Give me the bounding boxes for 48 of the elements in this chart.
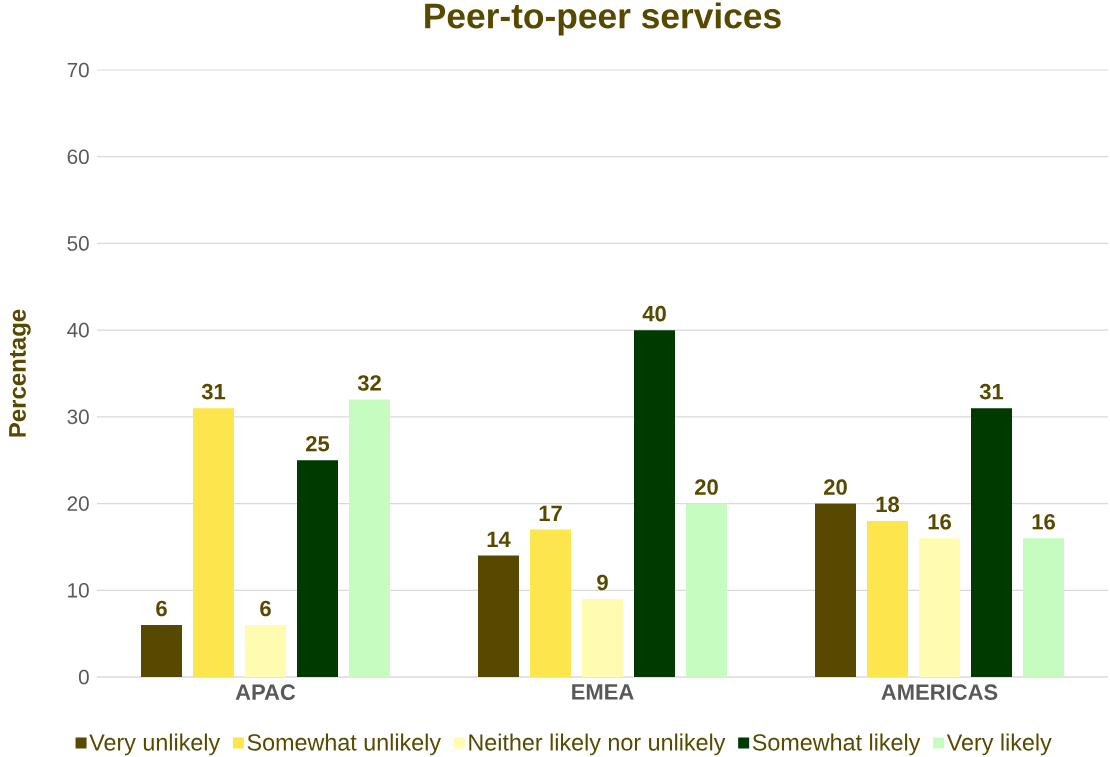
x-tick-label: APAC (235, 684, 296, 700)
bar (971, 408, 1013, 677)
data-label: 32 (357, 375, 381, 391)
bar (919, 538, 961, 677)
y-tick-label: 10 (68, 582, 89, 598)
data-label: 14 (487, 531, 511, 547)
bar (867, 520, 909, 677)
y-tick-label: 30 (67, 409, 89, 425)
data-label: 6 (156, 600, 167, 617)
y-tick-label: 50 (67, 236, 89, 251)
x-tick-label: EMEA (572, 684, 634, 700)
bar (1023, 538, 1065, 677)
data-label: 18 (876, 496, 900, 513)
legend-label: Very likely (946, 733, 1052, 756)
bar (349, 399, 390, 677)
data-label: 6 (260, 600, 271, 617)
data-label: 31 (979, 383, 1004, 400)
bar (141, 624, 182, 677)
y-tick-label: 40 (67, 322, 89, 338)
x-tick-label: AMERICAS (881, 684, 998, 700)
y-tick-label: 20 (67, 496, 89, 511)
y-tick-label: 70 (67, 62, 89, 78)
legend-label: Neither likely nor unlikely (469, 733, 726, 756)
y-tick-label: 0 (78, 669, 89, 685)
legend-label: Somewhat unlikely (247, 733, 441, 756)
y-tick-label: 60 (67, 149, 89, 165)
data-label: 17 (539, 505, 562, 521)
bar (245, 624, 286, 677)
data-label: 16 (1032, 513, 1055, 530)
data-label: 20 (695, 479, 718, 495)
chart-title: Peer-to-peer services (425, 2, 781, 36)
bar (297, 460, 338, 677)
bar (193, 408, 234, 677)
legend-label: Somewhat likely (752, 733, 921, 756)
bar (582, 598, 623, 677)
bar (686, 503, 728, 677)
data-label: 20 (824, 479, 847, 495)
data-label: 9 (597, 574, 608, 591)
data-label: 25 (306, 435, 330, 452)
data-label: 40 (642, 305, 666, 322)
y-axis-title: Percentage (9, 309, 31, 437)
bar (530, 529, 571, 677)
data-label: 16 (928, 513, 951, 530)
data-label: 31 (201, 383, 226, 400)
legend-label: Very unlikely (89, 733, 221, 756)
bar (478, 555, 520, 677)
bar (634, 330, 676, 677)
bar (815, 503, 857, 677)
